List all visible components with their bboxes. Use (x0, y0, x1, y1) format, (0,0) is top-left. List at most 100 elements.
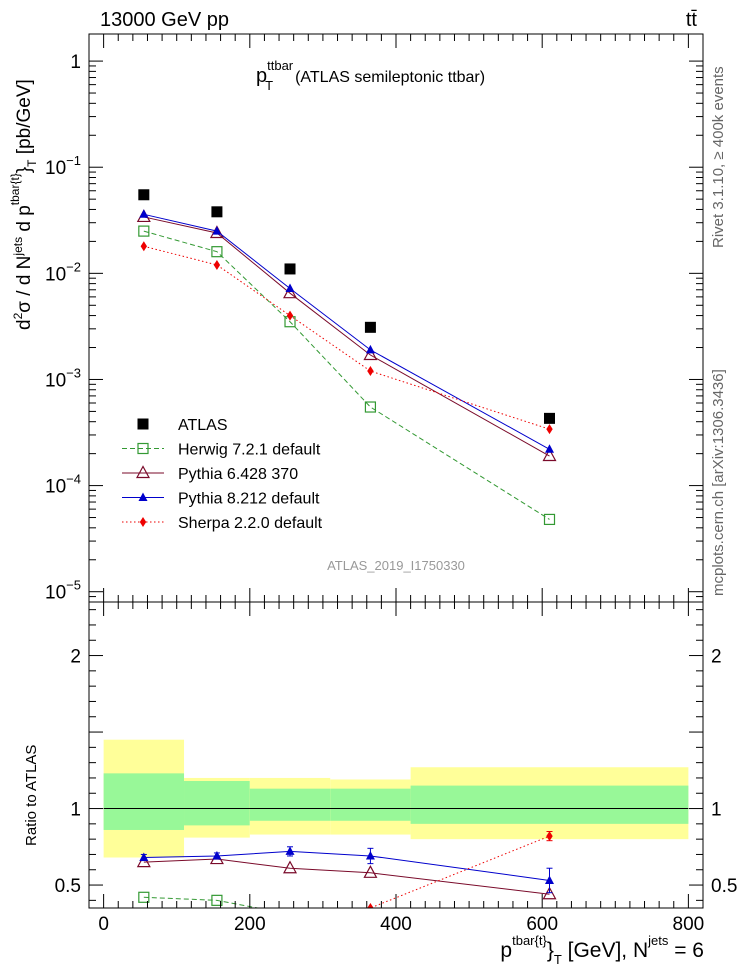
legend-marker-sherpa (139, 517, 147, 527)
data-point-herwig (138, 225, 150, 237)
data-point-pythia6 (363, 347, 378, 361)
uncertainty-band-stat (103, 773, 185, 830)
x-tick-label: 600 (526, 914, 558, 935)
series-line-sherpa (143, 245, 550, 430)
ratio-line-herwig (143, 896, 261, 908)
y-tick-label: 10−4 (45, 472, 81, 498)
legend-label-pythia6: Pythia 6.428 370 (178, 466, 298, 483)
data-point-pythia6 (542, 448, 557, 462)
ratio-y-tick-label-right: 1 (711, 800, 722, 821)
data-point-sherpa (546, 424, 553, 435)
data-point-atlas (364, 321, 376, 333)
main-y-axis-label: d2σ / d Njets d ptbar{t}}T [pb/GeV] (8, 79, 39, 330)
series-atlas (138, 189, 555, 424)
ratio-point-pythia8 (545, 875, 554, 884)
ratio-y-tick-label-right: 2 (711, 647, 722, 668)
mcplots-label: mcplots.cern.ch [arXiv:1306.3436] (710, 369, 727, 596)
legend-item-atlas: ATLAS (137, 417, 228, 434)
ratio-series-pythia6 (136, 851, 557, 900)
data-point-herwig (211, 246, 223, 258)
uncertainty-band-stat (330, 788, 411, 821)
legend-marker-herwig (137, 442, 149, 455)
ratio-y-tick-label: 0.5 (55, 876, 81, 897)
data-point-sherpa (213, 259, 221, 270)
ratio-line-sherpa (365, 835, 550, 908)
x-axis-label: ptbar{t}}T [GeV], Njets = 6 (500, 933, 704, 967)
data-point-herwig (364, 401, 377, 413)
legend-marker-pythia8 (138, 492, 148, 501)
legend-label-herwig: Herwig 7.2.1 default (178, 442, 321, 459)
series-line-herwig (143, 230, 550, 520)
ratio-line-pythia8 (143, 850, 550, 881)
data-point-sherpa (286, 310, 294, 321)
ratio-point-pythia6 (283, 860, 298, 874)
y-tick-label: 10−2 (45, 259, 81, 285)
legend-label-atlas: ATLAS (178, 417, 228, 434)
ratio-point-pythia8 (139, 852, 149, 862)
ratio-point-herwig (138, 891, 150, 903)
legend: ATLAS Herwig 7.2.1 default Pythia 6.428 37… (122, 417, 323, 532)
y-tick-label: 10−1 (45, 153, 81, 179)
y-tick-label: 10−5 (45, 578, 81, 604)
ratio-point-pythia6 (542, 886, 557, 900)
data-point-atlas (284, 263, 296, 275)
uncertainty-band-stat (410, 785, 689, 824)
ratio-y-tick-label-right: 0.5 (711, 876, 737, 897)
ratio-y-axis-label: Ratio to ATLAS (23, 745, 40, 846)
ratio-point-sherpa (367, 903, 374, 908)
uncertainty-band-stat (184, 781, 250, 826)
ratio-point-sherpa (546, 831, 553, 842)
data-point-pythia6 (283, 285, 298, 299)
x-tick-label: 0 (98, 914, 109, 935)
legend-item-pythia8: Pythia 8.212 default (122, 491, 320, 508)
chart-title: pttbar T (ATLAS semileptonic ttbar) (256, 58, 485, 93)
y-tick-label: 10−3 (45, 365, 81, 391)
data-point-sherpa (140, 241, 148, 252)
ratio-point-pythia6 (136, 854, 151, 868)
data-point-sherpa (367, 366, 374, 377)
data-point-pythia8 (212, 226, 222, 235)
x-tick-label: 200 (234, 914, 266, 935)
data-point-pythia8 (139, 209, 149, 218)
legend-item-herwig: Herwig 7.2.1 default (122, 442, 321, 459)
legend-marker-pythia6 (135, 465, 151, 479)
legend-label-pythia8: Pythia 8.212 default (178, 491, 320, 508)
legend-marker-atlas (137, 418, 149, 430)
ratio-point-pythia8 (285, 846, 295, 855)
ratio-point-pythia6 (363, 865, 378, 878)
main-panel: 1 10−1 10−2 10−3 10−4 10−5 (45, 34, 703, 604)
series-line-pythia8 (143, 213, 550, 450)
ratio-panel: 2 2 1 1 0.5 0.5 0 200 400 600 800 (55, 602, 737, 935)
energy-label: 13000 GeV pp (100, 9, 229, 31)
legend-item-sherpa: Sherpa 2.2.0 default (122, 515, 323, 532)
data-point-pythia8 (285, 283, 295, 292)
data-point-herwig (543, 513, 556, 526)
ratio-frame (88, 601, 704, 909)
ratio-line-pythia6 (143, 858, 550, 895)
ratio-series-sherpa (365, 831, 553, 908)
ratio-point-herwig (211, 894, 223, 906)
ratio-point-pythia8 (365, 850, 375, 860)
series-pythia8 (139, 209, 554, 453)
legend-label-sherpa: Sherpa 2.2.0 default (178, 515, 323, 532)
ratio-y-tick-label: 2 (70, 647, 81, 668)
y-tick-label: 1 (70, 52, 81, 73)
data-point-pythia8 (545, 444, 554, 453)
data-point-atlas (211, 206, 223, 218)
ratio-point-pythia8 (212, 850, 222, 860)
x-tick-label: 800 (673, 914, 705, 935)
x-tick-label: 400 (380, 914, 412, 935)
process-label: tt̄ (686, 9, 698, 31)
ratio-y-tick-label: 1 (70, 800, 81, 821)
data-point-pythia8 (365, 344, 375, 354)
ratio-series-pythia8 (139, 846, 554, 894)
data-point-atlas (544, 412, 555, 424)
series-line-pythia6 (143, 216, 550, 457)
uncertainty-band-stat (249, 788, 331, 821)
rivet-label: Rivet 3.1.10, ≥ 400k events (710, 66, 727, 248)
legend-item-pythia6: Pythia 6.428 370 (122, 465, 298, 483)
series-sherpa (140, 241, 553, 435)
ratio-series-herwig (138, 891, 261, 908)
data-point-atlas (138, 189, 150, 201)
